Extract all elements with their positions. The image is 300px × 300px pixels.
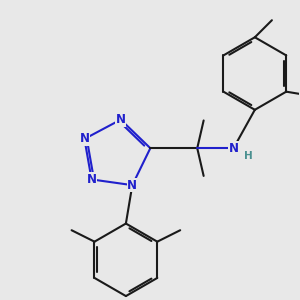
Text: N: N — [127, 179, 137, 192]
Text: N: N — [80, 132, 89, 146]
Text: N: N — [87, 173, 97, 186]
Text: H: H — [244, 151, 253, 161]
Text: N: N — [116, 113, 126, 126]
Text: N: N — [229, 142, 238, 155]
